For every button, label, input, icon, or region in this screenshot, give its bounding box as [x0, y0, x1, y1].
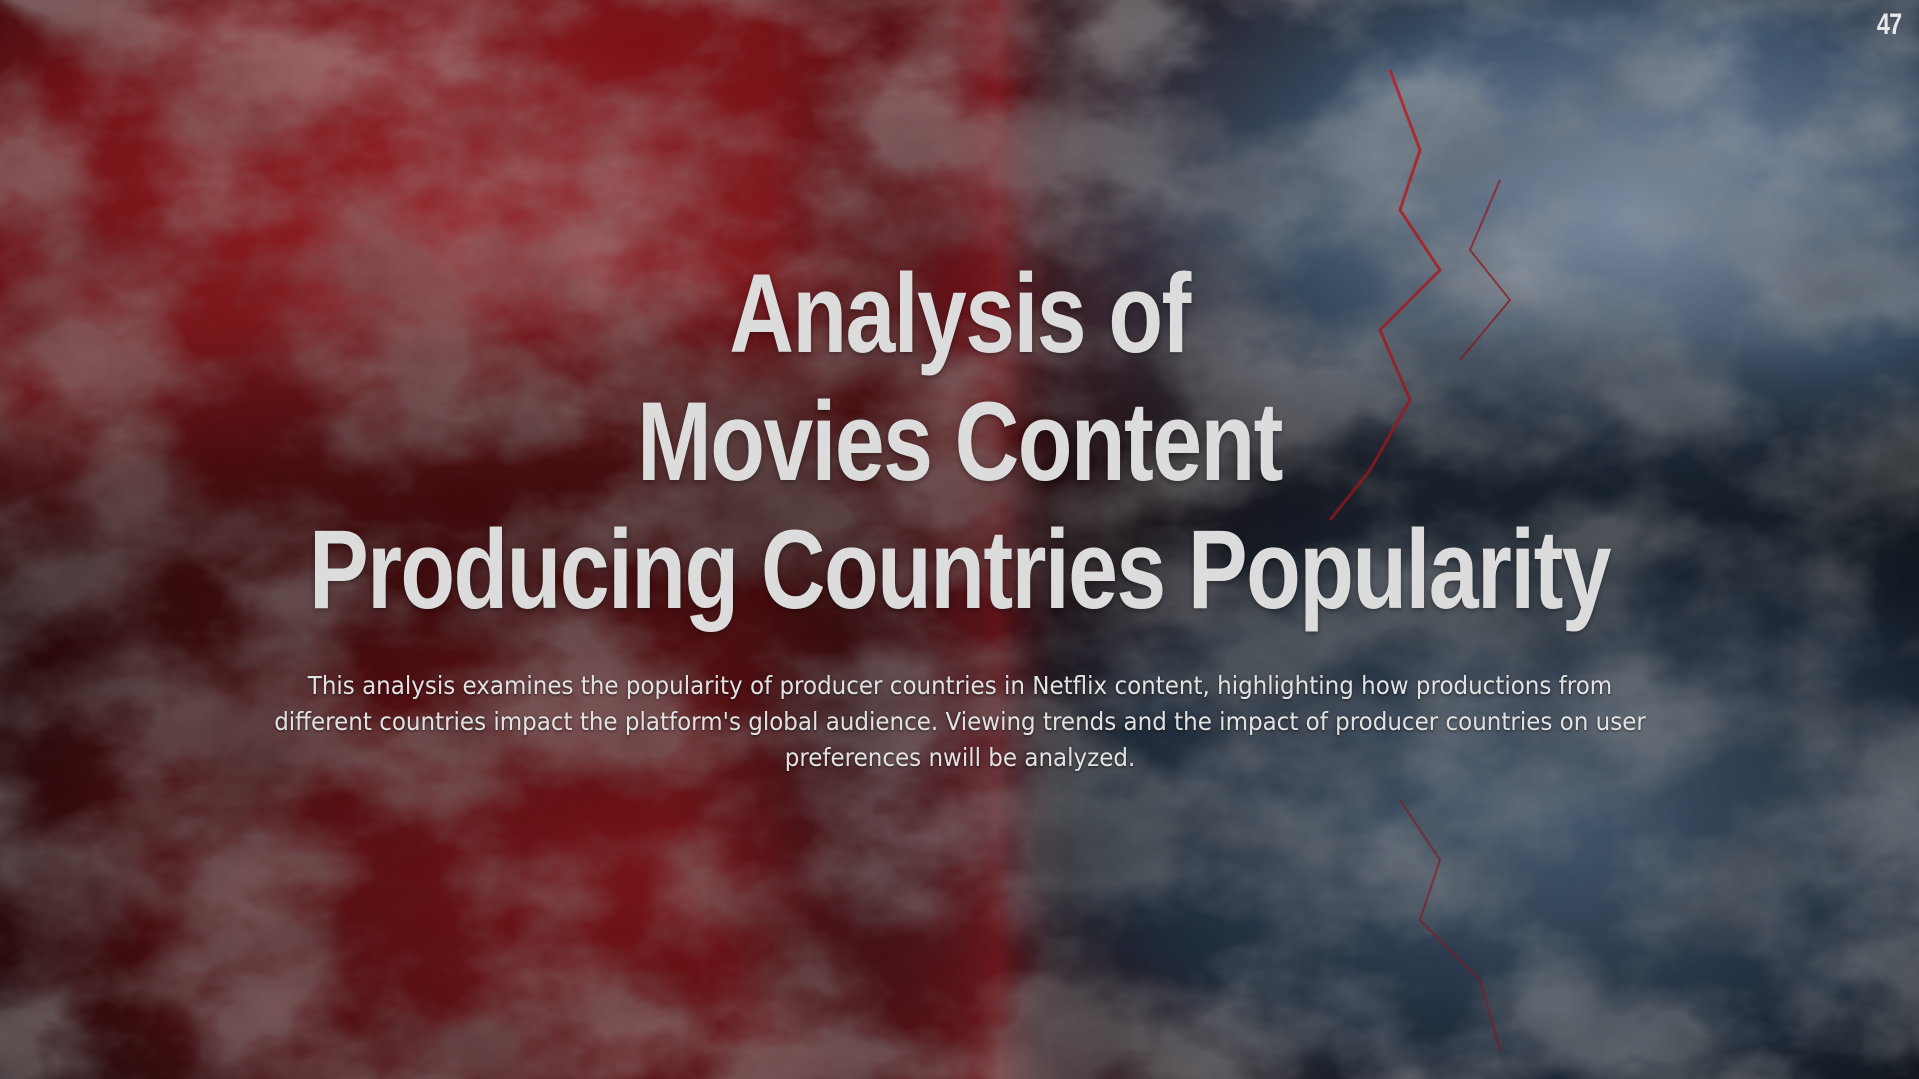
- title-line-3: Producing Countries Popularity: [308, 507, 1612, 632]
- title-line-2: Movies Content: [637, 379, 1283, 504]
- title-line-1: Analysis of: [729, 251, 1191, 376]
- page-number: 47: [1876, 8, 1902, 41]
- slide-title: Analysis of Movies Content Producing Cou…: [0, 250, 1919, 634]
- slide-description: This analysis examines the popularity of…: [274, 671, 1646, 772]
